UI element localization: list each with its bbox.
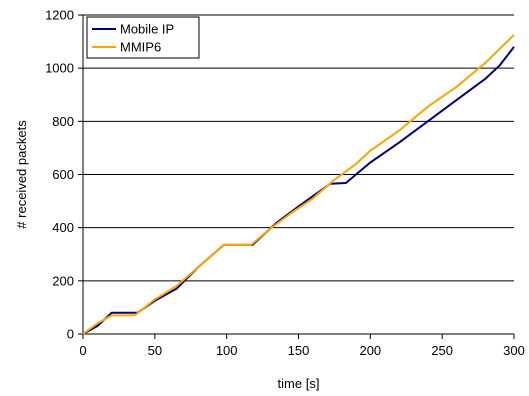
y-tick-label-1: 200: [52, 273, 74, 288]
y-tick-label-5: 1000: [45, 61, 74, 76]
y-axis-title: # received packets: [14, 120, 29, 229]
x-tick-label-3: 150: [288, 343, 310, 358]
y-tick-label-6: 1200: [45, 8, 74, 23]
plot-area: 0 200 400 600 800 1000 1200 0 50 100 150 200 250 300 t…: [14, 8, 525, 392]
legend-label-0: Mobile IP: [120, 22, 174, 37]
x-tick-label-1: 50: [148, 343, 162, 358]
x-tick-label-2: 100: [216, 343, 238, 358]
series-line-mobile-ip: [82, 46, 515, 335]
legend-label-1: MMIP6: [120, 40, 161, 55]
legend-box: [86, 16, 200, 59]
y-tick-label-4: 800: [52, 114, 74, 129]
x-tick-label-6: 300: [503, 343, 525, 358]
series-line-mmip6: [82, 34, 515, 335]
x-axis-title: time [s]: [278, 376, 320, 391]
legend: Mobile IP MMIP6: [86, 16, 200, 59]
x-tick-label-0: 0: [79, 343, 86, 358]
y-tick-label-3: 600: [52, 167, 74, 182]
y-tick-label-0: 0: [67, 327, 74, 342]
x-tick-label-5: 250: [431, 343, 453, 358]
y-tick-label-2: 400: [52, 220, 74, 235]
x-tick-label-4: 200: [359, 343, 381, 358]
